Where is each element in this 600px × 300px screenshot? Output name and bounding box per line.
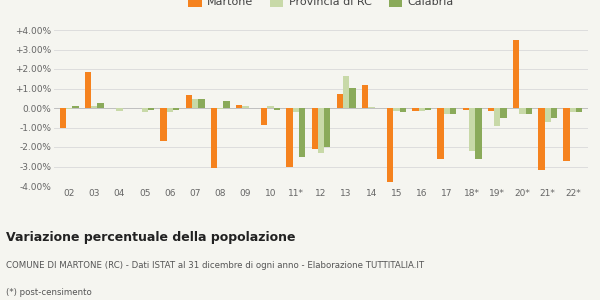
Legend: Martone, Provincia di RC, Calabria: Martone, Provincia di RC, Calabria bbox=[188, 0, 454, 7]
Bar bbox=[412, 108, 419, 111]
Bar bbox=[223, 101, 230, 108]
Bar bbox=[563, 108, 570, 161]
Text: COMUNE DI MARTONE (RC) - Dati ISTAT al 31 dicembre di ogni anno - Elaborazione T: COMUNE DI MARTONE (RC) - Dati ISTAT al 3… bbox=[6, 261, 424, 270]
Bar bbox=[425, 108, 431, 110]
Bar bbox=[66, 108, 72, 109]
Bar bbox=[469, 108, 475, 151]
Bar bbox=[394, 108, 400, 111]
Bar bbox=[450, 108, 457, 114]
Text: Variazione percentuale della popolazione: Variazione percentuale della popolazione bbox=[6, 231, 296, 244]
Bar bbox=[419, 108, 425, 111]
Bar bbox=[185, 95, 192, 108]
Bar bbox=[475, 108, 482, 159]
Bar bbox=[85, 72, 91, 108]
Text: (*) post-censimento: (*) post-censimento bbox=[6, 288, 92, 297]
Bar bbox=[349, 88, 356, 108]
Bar bbox=[545, 108, 551, 122]
Bar bbox=[311, 108, 318, 149]
Bar bbox=[173, 108, 179, 110]
Bar bbox=[337, 94, 343, 108]
Bar bbox=[368, 107, 374, 108]
Bar bbox=[538, 108, 545, 170]
Bar bbox=[570, 108, 576, 112]
Bar bbox=[293, 108, 299, 112]
Bar bbox=[242, 106, 248, 108]
Bar bbox=[91, 106, 97, 108]
Bar bbox=[437, 108, 444, 159]
Bar bbox=[167, 108, 173, 112]
Bar bbox=[318, 108, 324, 153]
Bar bbox=[513, 40, 520, 108]
Bar bbox=[160, 108, 167, 141]
Bar bbox=[217, 108, 223, 109]
Bar bbox=[400, 108, 406, 112]
Bar bbox=[148, 108, 154, 110]
Bar bbox=[387, 108, 394, 182]
Bar bbox=[59, 108, 66, 128]
Bar bbox=[343, 76, 349, 108]
Bar bbox=[576, 108, 583, 112]
Bar bbox=[488, 108, 494, 111]
Bar bbox=[520, 108, 526, 114]
Bar bbox=[494, 108, 500, 125]
Bar bbox=[142, 108, 148, 112]
Bar bbox=[274, 108, 280, 110]
Bar bbox=[362, 85, 368, 108]
Bar bbox=[116, 108, 122, 111]
Bar bbox=[192, 99, 198, 108]
Bar bbox=[261, 108, 268, 124]
Bar bbox=[72, 106, 79, 108]
Bar bbox=[444, 108, 450, 114]
Bar bbox=[324, 108, 331, 147]
Bar bbox=[526, 108, 532, 114]
Bar bbox=[500, 108, 507, 118]
Bar bbox=[198, 99, 205, 108]
Bar bbox=[286, 108, 293, 167]
Bar bbox=[463, 108, 469, 110]
Bar bbox=[97, 103, 104, 108]
Bar bbox=[268, 106, 274, 108]
Bar bbox=[299, 108, 305, 157]
Bar bbox=[551, 108, 557, 118]
Bar bbox=[211, 108, 217, 168]
Bar bbox=[236, 105, 242, 108]
